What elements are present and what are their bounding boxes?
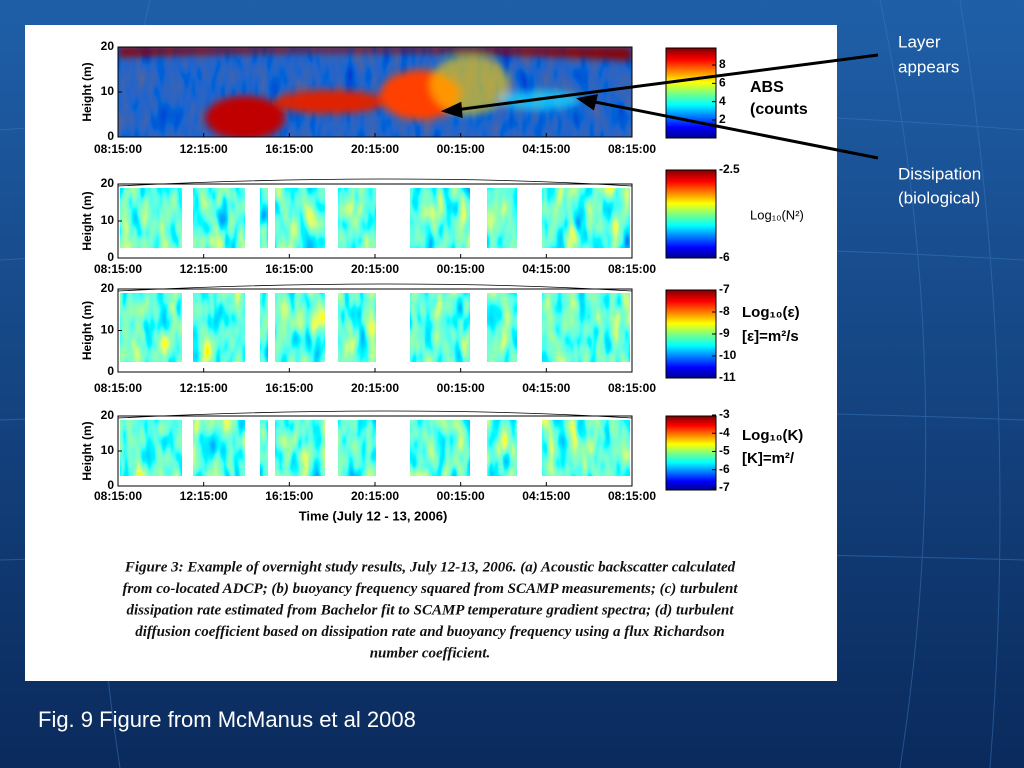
colorbar-tick-label: 2 xyxy=(719,112,726,126)
heatmap-features xyxy=(118,47,632,137)
colorbar-tick-label: -4 xyxy=(719,425,730,439)
y-tick-label: 20 xyxy=(101,176,115,190)
colorbar-label: ABS xyxy=(750,79,784,96)
y-axis-label: Height (m) xyxy=(80,191,94,250)
x-tick-label: 08:15:00 xyxy=(608,489,656,503)
x-tick-label: 20:15:00 xyxy=(351,489,399,503)
y-tick-label: 0 xyxy=(107,478,114,492)
colorbar-tick-label: -6 xyxy=(719,250,730,264)
slide-caption: Fig. 9 Figure from McManus et al 2008 xyxy=(38,707,416,732)
x-axis-label: Time (July 12 - 13, 2006) xyxy=(299,508,448,523)
y-axis-label: Height (m) xyxy=(80,421,94,480)
x-tick-label: 08:15:00 xyxy=(608,142,656,156)
caption-line: number coefficient. xyxy=(370,645,491,661)
colorbar xyxy=(665,415,717,491)
surface-line xyxy=(117,178,633,187)
heatmap xyxy=(120,420,630,476)
x-tick-label: 08:15:00 xyxy=(94,262,142,276)
caption-line: dissipation rate estimated from Bachelor… xyxy=(127,602,735,618)
x-tick-label: 08:15:00 xyxy=(94,489,142,503)
colorbar-label: Log₁₀(K) xyxy=(742,427,803,444)
y-tick-label: 10 xyxy=(101,323,115,337)
colorbar-tick-label: -8 xyxy=(719,304,730,318)
colorbar-label: (counts xyxy=(750,101,808,118)
colorbar-tick-label: 6 xyxy=(719,76,726,90)
y-tick-label: 20 xyxy=(101,39,115,53)
colorbar-tick-label: -2.5 xyxy=(719,162,740,176)
colorbar-tick-label: -7 xyxy=(719,282,730,296)
colorbar-tick-label: -5 xyxy=(719,444,730,458)
y-tick-label: 10 xyxy=(101,84,115,98)
x-tick-label: 16:15:00 xyxy=(265,489,313,503)
y-axis-label: Height (m) xyxy=(80,62,94,121)
x-tick-label: 08:15:00 xyxy=(608,262,656,276)
colorbar-tick-label: -7 xyxy=(719,480,730,494)
x-tick-label: 00:15:00 xyxy=(437,489,485,503)
x-tick-label: 08:15:00 xyxy=(94,381,142,395)
colorbar-label: Log₁₀(N²) xyxy=(750,207,804,222)
x-tick-label: 04:15:00 xyxy=(522,262,570,276)
colorbar xyxy=(665,169,717,259)
colorbar xyxy=(665,289,717,379)
x-tick-label: 04:15:00 xyxy=(522,489,570,503)
x-tick-label: 08:15:00 xyxy=(94,142,142,156)
heatmap xyxy=(120,188,630,248)
colorbar-tick-label: -11 xyxy=(719,370,736,384)
colorbar-tick-label: 4 xyxy=(719,94,726,108)
x-tick-label: 20:15:00 xyxy=(351,262,399,276)
x-tick-label: 00:15:00 xyxy=(437,142,485,156)
annotation: appears xyxy=(898,57,959,76)
blob xyxy=(430,55,510,115)
y-axis-label: Height (m) xyxy=(80,301,94,360)
surface-line xyxy=(117,283,633,292)
colorbar-tick-label: -6 xyxy=(719,462,730,476)
x-tick-label: 12:15:00 xyxy=(180,262,228,276)
y-tick-label: 20 xyxy=(101,408,115,422)
colorbar-tick-label: 8 xyxy=(719,57,726,71)
x-tick-label: 16:15:00 xyxy=(265,262,313,276)
y-tick-label: 0 xyxy=(107,364,114,378)
blob xyxy=(275,90,385,114)
colorbar-label: Log₁₀(ε) xyxy=(742,304,800,321)
blob xyxy=(205,96,285,137)
y-tick-label: 0 xyxy=(107,250,114,264)
colorbar-tick-label: -9 xyxy=(719,326,730,340)
x-tick-label: 16:15:00 xyxy=(265,142,313,156)
x-tick-label: 08:15:00 xyxy=(608,381,656,395)
surface-layer xyxy=(118,47,632,61)
x-tick-label: 04:15:00 xyxy=(522,381,570,395)
caption-line: diffusion coefficient based on dissipati… xyxy=(135,624,725,640)
caption-line: from co-located ADCP; (b) buoyancy frequ… xyxy=(122,581,738,597)
x-tick-label: 12:15:00 xyxy=(180,142,228,156)
colorbar-tick-label: -3 xyxy=(719,407,730,421)
annotations: Layer appears Dissipation (biological) xyxy=(898,32,981,207)
y-tick-label: 0 xyxy=(107,129,114,143)
colorbar-label: [ε]=m²/s xyxy=(742,328,799,345)
x-tick-label: 12:15:00 xyxy=(180,381,228,395)
x-tick-label: 16:15:00 xyxy=(265,381,313,395)
caption-line: Figure 3: Example of overnight study res… xyxy=(124,559,736,575)
annotation: Layer xyxy=(898,32,941,51)
annotation: Dissipation xyxy=(898,164,981,183)
colorbar-tick-label: -10 xyxy=(719,348,737,362)
x-tick-label: 20:15:00 xyxy=(351,381,399,395)
heatmap xyxy=(120,293,630,362)
y-tick-label: 10 xyxy=(101,213,115,227)
annotation: (biological) xyxy=(898,188,980,207)
x-tick-label: 00:15:00 xyxy=(437,262,485,276)
x-tick-label: 04:15:00 xyxy=(522,142,570,156)
y-tick-label: 10 xyxy=(101,443,115,457)
caption: Figure 3: Example of overnight study res… xyxy=(122,559,738,661)
surface-line xyxy=(117,410,633,419)
x-tick-label: 12:15:00 xyxy=(180,489,228,503)
annotation-arrows xyxy=(440,53,879,160)
y-tick-label: 20 xyxy=(101,281,115,295)
x-tick-label: 20:15:00 xyxy=(351,142,399,156)
x-tick-label: 00:15:00 xyxy=(437,381,485,395)
colorbar-label: [K]=m²/ xyxy=(742,450,795,467)
